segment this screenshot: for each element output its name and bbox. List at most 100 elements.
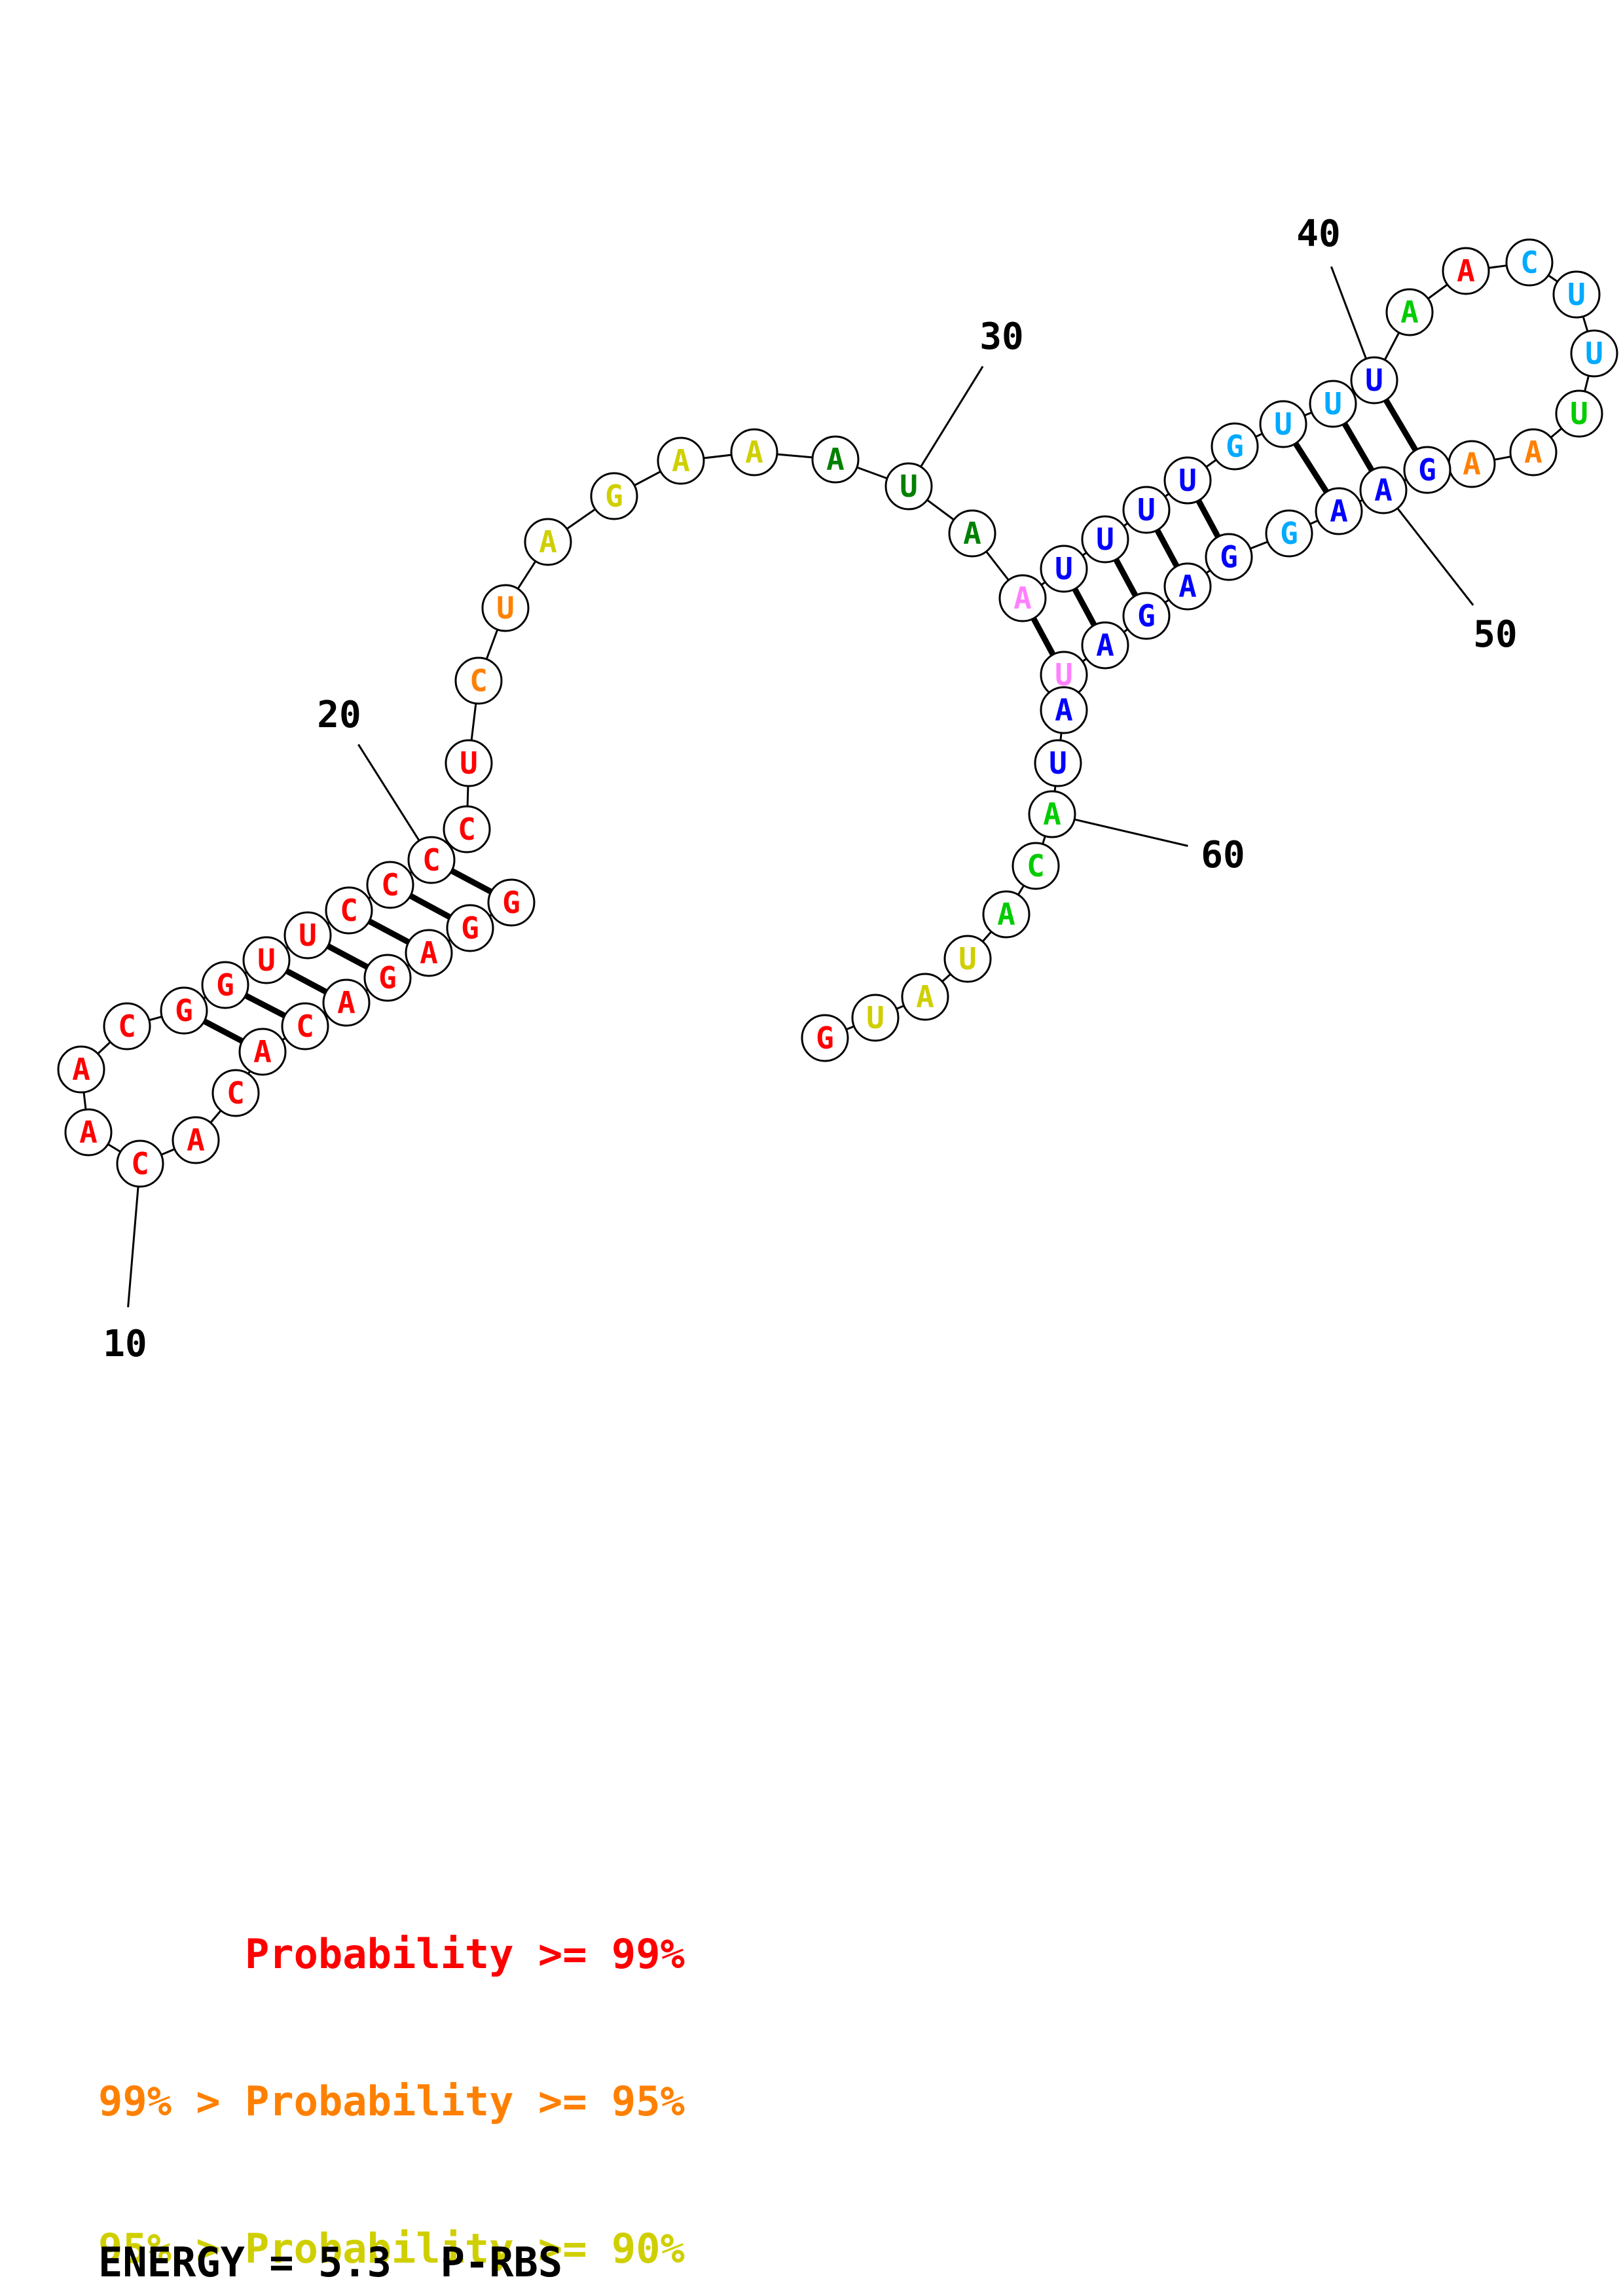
nucleotide-letter: U (1567, 277, 1586, 312)
nucleotide-letter: G (378, 960, 397, 996)
nucleotide-circle (481, 584, 530, 632)
position-number-label: 30 (979, 315, 1023, 358)
nucleotide-letter: A (72, 1052, 90, 1087)
position-number-label: 10 (103, 1323, 147, 1365)
nucleotide-letter: U (1049, 745, 1067, 781)
nucleotide-letter: U (299, 918, 317, 953)
nucleotide-circle (801, 1014, 849, 1062)
nucleotide-circle (445, 739, 493, 787)
nucleotide-letter: A (253, 1034, 272, 1069)
position-number-label: 50 (1473, 613, 1517, 656)
nucleotide-letter: U (1324, 386, 1342, 422)
nucleotide-circle (1315, 487, 1363, 535)
nucleotide-circle (998, 574, 1047, 622)
nucleotide-letter: C (381, 867, 399, 903)
nucleotide-circle (1122, 486, 1171, 534)
nucleotide-letter: G (1220, 539, 1238, 575)
nucleotide-circle (1012, 842, 1060, 890)
nucleotide-letter: A (1055, 692, 1073, 728)
nucleotide-letter: A (1524, 435, 1542, 470)
nucleotide-circle (1359, 466, 1408, 514)
nucleotide-letter: A (187, 1122, 205, 1158)
nucleotide-letter: A (826, 442, 845, 477)
nucleotide-letter: A (672, 443, 690, 478)
nucleotide-letter: C (458, 812, 476, 847)
nucleotide-letter: A (1374, 473, 1393, 508)
legend-line: 95% > Probability >= 90% (98, 2225, 685, 2272)
nucleotide-circle (407, 836, 456, 884)
nucleotide-circle (1309, 380, 1357, 428)
nucleotide-letter: A (1043, 797, 1061, 832)
nucleotide-letter: A (997, 897, 1015, 932)
label-leader-line (127, 1163, 141, 1308)
nucleotide-letter: U (1365, 363, 1383, 398)
nucleotide-circle (884, 462, 933, 511)
nucleotide-letter: U (958, 941, 977, 977)
nucleotide-circle (1081, 621, 1129, 670)
nucleotide-letter: A (963, 516, 981, 551)
label-leader-line (1382, 490, 1474, 606)
nucleotide-circle (1205, 533, 1253, 581)
nucleotide-letter: G (1226, 429, 1244, 464)
nucleotide-circle (811, 435, 860, 484)
nucleotide-letter: C (131, 1146, 149, 1181)
nucleotide-circle (901, 973, 949, 1021)
nucleotide-letter: A (79, 1115, 98, 1150)
nucleotide-circle (281, 1002, 329, 1050)
nucleotide-letter: G (1280, 516, 1298, 551)
nucleotide-letter: U (460, 745, 478, 781)
nucleotide-circle (325, 886, 373, 935)
nucleotide-circle (443, 805, 491, 853)
nucleotide-circle (64, 1108, 113, 1157)
nucleotide-letter: C (118, 1009, 136, 1044)
nucleotide-letter: U (866, 1000, 884, 1035)
nucleotide-letter: C (1520, 245, 1539, 280)
nucleotide-letter: G (175, 993, 193, 1028)
nucleotide-letter: A (916, 979, 934, 1014)
nucleotide-letter: A (1178, 569, 1197, 604)
legend-line: 99% > Probability >= 95% (98, 2077, 685, 2125)
nucleotide-circle (405, 929, 453, 977)
nucleotide-letter: A (1096, 628, 1114, 663)
nucleotide-circle (590, 472, 638, 520)
nucleotide-letter: A (539, 524, 557, 560)
nucleotide-letter: G (502, 885, 520, 920)
position-number-label: 20 (317, 694, 361, 736)
nucleotide-letter: C (227, 1075, 245, 1111)
nucleotide-circle (283, 911, 332, 960)
nucleotide-circle (730, 428, 778, 476)
nucleotide-circle (57, 1045, 105, 1094)
nucleotide-circle (1403, 446, 1451, 494)
position-number-label: 60 (1201, 834, 1245, 876)
nucleotide-letter: C (469, 663, 488, 698)
nucleotide-circle (1122, 592, 1171, 640)
nucleotide-circle (242, 936, 291, 984)
nucleotide-circle (116, 1139, 164, 1188)
nucleotide-circle (322, 978, 371, 1027)
nucleotide-circle (366, 861, 414, 909)
nucleotide-circle (1034, 739, 1082, 787)
nucleotide-circle (1259, 400, 1307, 448)
nucleotide-circle (160, 986, 208, 1035)
nucleotide-circle (454, 656, 503, 705)
nucleotide-circle (982, 890, 1030, 939)
nucleotide-letter: U (1055, 551, 1073, 586)
nucleotide-circle (363, 954, 412, 1002)
nucleotide-circle (524, 518, 572, 566)
nucleotide-letter: U (1137, 492, 1156, 528)
nucleotide-letter: U (1096, 522, 1114, 557)
energy-label: ENERGY = 5.3 P-RBS (98, 2238, 563, 2286)
nucleotide-letter: G (216, 967, 234, 1003)
nucleotide-letter: G (461, 910, 479, 946)
nucleotide-letter: A (1400, 295, 1419, 330)
nucleotide-circle (103, 1002, 151, 1050)
nucleotide-letter: A (1013, 581, 1032, 616)
nucleotide-letter: G (605, 478, 623, 514)
nucleotide-circle (948, 509, 996, 558)
nucleotide-circle (201, 961, 249, 1009)
nucleotide-circle (851, 994, 900, 1042)
nucleotide-circle (1505, 238, 1554, 287)
nucleotide-circle (1081, 515, 1129, 564)
nucleotide-circle (1570, 329, 1618, 378)
